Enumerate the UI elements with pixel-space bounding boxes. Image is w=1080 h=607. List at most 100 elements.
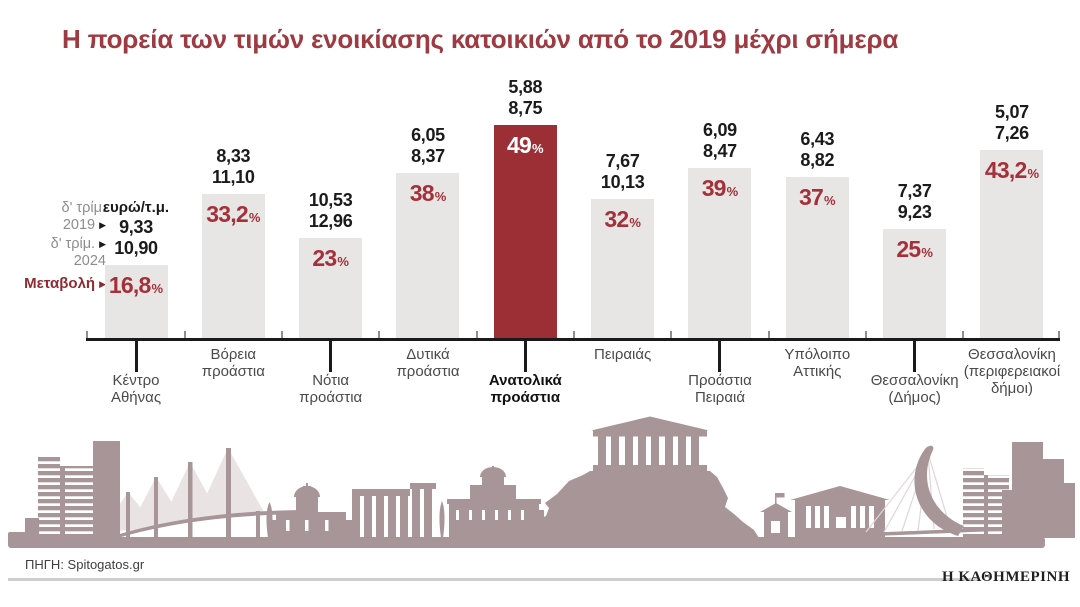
bar-5 <box>493 125 557 338</box>
bar-9 <box>883 229 947 338</box>
axis-tick-down <box>913 339 917 372</box>
legend-line: δ' τρίμ. ▶ <box>50 236 106 252</box>
x-axis-line <box>86 338 1060 341</box>
bar-percent-label: 32% <box>587 206 658 233</box>
category-label: Θεσσαλονίκη (περιφερειακοί δήμοι) <box>942 346 1080 397</box>
page-title: Η πορεία των τιμών ενοικίασης κατοικιών … <box>62 24 899 54</box>
category-line: Πειραιάς <box>593 346 652 363</box>
category-line: Αττικής <box>793 363 842 380</box>
bar-values: 5,07 7,26 <box>952 102 1072 144</box>
category-label: Δυτικά προάστια <box>358 346 498 380</box>
percent-sign: % <box>1027 166 1040 181</box>
bar-10 <box>980 150 1044 338</box>
category-label: Πειραιάς <box>553 346 693 363</box>
category-line: προάστια <box>490 389 561 406</box>
category-line: Θεσσαλονίκη <box>968 346 1056 363</box>
value-2024: 12,96 <box>308 211 353 231</box>
value-2019: 7,67 <box>605 151 640 171</box>
bar-3 <box>299 238 363 338</box>
footer-divider <box>8 578 978 581</box>
bar-percent-label: 38% <box>392 180 463 207</box>
value-2019: 7,37 <box>897 181 932 201</box>
bar-percent-label: 23% <box>295 245 366 272</box>
arrow-right-icon: ▶ <box>99 279 106 289</box>
axis-tick-down <box>523 339 527 372</box>
category-line: Κέντρο <box>112 372 160 389</box>
bar-values: 9,33 10,90 <box>76 217 196 259</box>
newspaper-logo: Η ΚΑΘΗΜΕΡΙΝΗ <box>941 569 1070 585</box>
axis-tick-up <box>572 331 575 338</box>
arrow-right-icon: ▶ <box>99 239 106 249</box>
category-label: Νότια προάστια <box>261 372 401 406</box>
percent-value: 16,8 <box>108 272 151 298</box>
category-line: προάστια <box>201 363 265 380</box>
category-line: προάστια <box>299 389 363 406</box>
axis-tick-up <box>183 331 186 338</box>
category-line: Βόρεια <box>210 346 257 363</box>
value-2024: 7,26 <box>995 123 1029 143</box>
bar-6 <box>591 199 655 338</box>
percent-sign: % <box>824 193 836 208</box>
percent-value: 25 <box>896 236 921 262</box>
axis-tick-down <box>134 339 138 372</box>
category-line: Πειραιά <box>694 389 745 406</box>
category-line: (περιφερειακοί <box>963 363 1061 380</box>
percent-value: 39 <box>701 175 727 201</box>
bar-values: 6,43 8,82 <box>757 129 877 171</box>
bar-values: 8,33 11,10 <box>173 146 293 188</box>
bar-percent-label: 25% <box>879 236 950 263</box>
category-line: προάστια <box>396 363 460 380</box>
source-credit: ΠΗΓΗ: Spitogatos.gr <box>25 557 145 572</box>
value-2019: 8,33 <box>216 146 251 166</box>
category-label: Ανατολικά προάστια <box>455 372 595 406</box>
bar-values: 7,37 9,23 <box>855 181 975 223</box>
bar-4 <box>396 173 460 338</box>
bar-values: 6,05 8,37 <box>368 125 488 167</box>
value-2024: 9,23 <box>897 202 932 222</box>
axis-tick-up <box>767 331 770 338</box>
percent-value: 32 <box>604 206 629 232</box>
value-2019: 5,07 <box>995 102 1029 122</box>
value-2024: 10,90 <box>114 238 158 258</box>
bar-values: 6,09 8,47 <box>660 120 780 162</box>
value-2024: 8,75 <box>508 98 543 118</box>
legend-line: δ' τρίμ. <box>61 200 106 216</box>
legend-q4-2019: δ' τρίμ. 2019 ▶ <box>14 200 106 234</box>
axis-tick-down <box>718 339 722 372</box>
bar-percent-label: 49% <box>490 132 561 159</box>
bar-8 <box>785 177 849 338</box>
value-2019: 9,33 <box>119 217 153 237</box>
category-line: Προάστια <box>688 372 752 389</box>
percent-sign: % <box>532 141 544 156</box>
bar-percent-label: 39% <box>684 175 755 202</box>
bar-1 <box>104 265 168 338</box>
category-label: Προάστια Πειραιά <box>650 372 790 406</box>
percent-value: 43,2 <box>984 157 1027 183</box>
arrow-right-icon: ▶ <box>99 220 106 230</box>
category-line: Νότια <box>312 372 350 389</box>
axis-tick-up <box>962 331 965 338</box>
category-line: Υπόλοιπο <box>784 346 851 363</box>
bar-values: 5,88 8,75 <box>465 77 585 119</box>
category-label: Κέντρο Αθήνας <box>66 372 206 406</box>
axis-tick-down <box>329 339 333 372</box>
percent-sign: % <box>921 245 933 260</box>
value-2024: 8,37 <box>411 146 445 166</box>
legend-line: Μεταβολή ▶ <box>24 275 106 292</box>
percent-sign: % <box>248 210 261 225</box>
bar-values: 7,67 10,13 <box>563 151 683 193</box>
axis-tick-up <box>864 331 867 338</box>
axis-tick-up <box>670 331 673 338</box>
bar-7 <box>688 168 752 338</box>
value-2019: 5,88 <box>508 77 543 97</box>
category-label: Βόρεια προάστια <box>163 346 303 380</box>
percent-sign: % <box>726 184 739 199</box>
value-2019: 6,09 <box>703 120 737 140</box>
percent-sign: % <box>151 281 164 296</box>
legend-q4-2024: δ' τρίμ. ▶ 2024 <box>14 236 106 270</box>
athens-skyline-illustration <box>8 416 1075 548</box>
axis-tick-up <box>378 331 381 338</box>
value-2024: 8,82 <box>800 150 835 170</box>
bar-percent-label: 33,2% <box>198 201 269 228</box>
